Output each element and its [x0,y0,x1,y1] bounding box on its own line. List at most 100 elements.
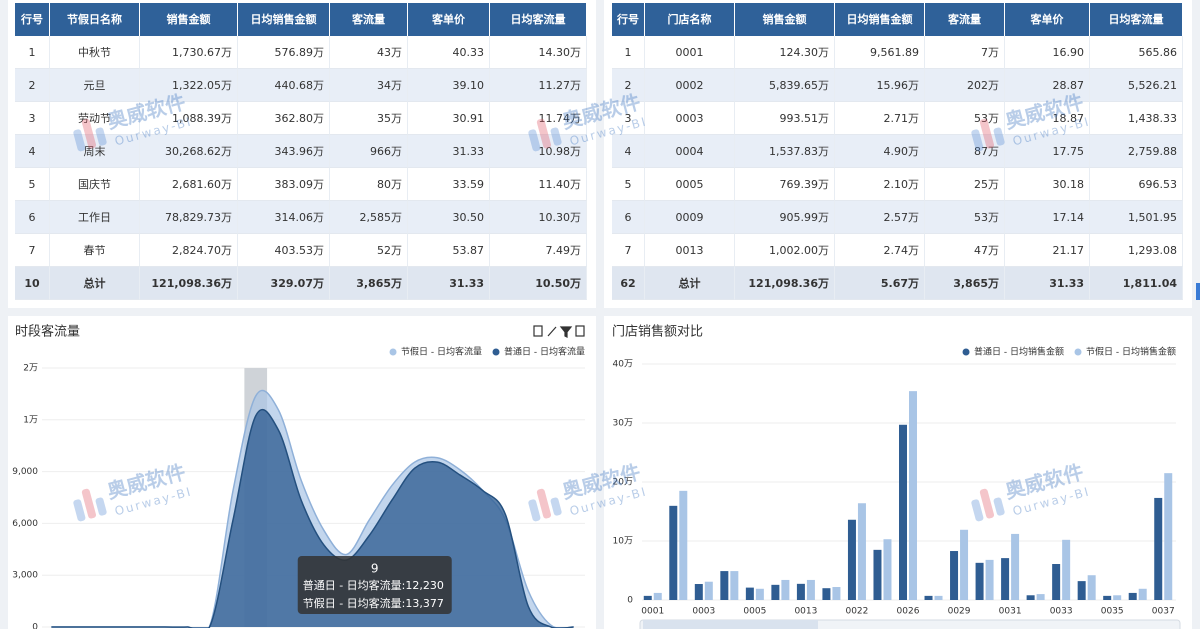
table-cell: 17.75 [1005,135,1090,168]
table-cell: 0001 [645,36,735,69]
table-cell: 769.39万 [735,168,835,201]
table-cell: 2.57万 [835,201,925,234]
table-cell: 18.87 [1005,102,1090,135]
table-cell: 0009 [645,201,735,234]
table-cell: 4 [612,135,645,168]
table-cell: 33.59 [408,168,490,201]
column-header: 客单价 [408,3,490,36]
table-cell: 40.33 [408,36,490,69]
total-cell: 10.50万 [490,267,587,300]
table-cell: 7 [612,234,645,267]
table-cell: 1,088.39万 [140,102,238,135]
table-cell: 16.90 [1005,36,1090,69]
table-cell: 53万 [925,201,1005,234]
table-cell: 中秋节 [50,36,140,69]
table-cell: 0005 [645,168,735,201]
table-cell: 43万 [330,36,408,69]
column-header: 客单价 [1005,3,1090,36]
table-cell: 2,585万 [330,201,408,234]
total-cell: 31.33 [1005,267,1090,300]
table-cell: 202万 [925,69,1005,102]
table-cell: 28.87 [1005,69,1090,102]
table-cell: 3 [15,102,50,135]
column-header: 销售金额 [735,3,835,36]
table-cell: 1 [15,36,50,69]
table-cell: 1 [612,36,645,69]
table-cell: 52万 [330,234,408,267]
table-cell: 9,561.89 [835,36,925,69]
table-cell: 39.10 [408,69,490,102]
table-cell: 35万 [330,102,408,135]
table-cell: 劳动节 [50,102,140,135]
table-cell: 2,681.60万 [140,168,238,201]
total-cell: 3,865万 [330,267,408,300]
total-cell: 总计 [645,267,735,300]
table-cell: 25万 [925,168,1005,201]
column-header: 行号 [612,3,645,36]
table-cell: 5 [15,168,50,201]
table-cell: 5,526.21 [1090,69,1183,102]
table-cell: 15.96万 [835,69,925,102]
table-cell: 31.33 [408,135,490,168]
table-cell: 30.91 [408,102,490,135]
table-cell: 2,759.88 [1090,135,1183,168]
table-cell: 6 [612,201,645,234]
table-cell: 78,829.73万 [140,201,238,234]
area-chart-panel [8,316,596,629]
table-cell: 6 [15,201,50,234]
table-cell: 696.53 [1090,168,1183,201]
column-header: 门店名称 [645,3,735,36]
total-cell: 总计 [50,267,140,300]
total-cell: 1,811.04 [1090,267,1183,300]
table-cell: 993.51万 [735,102,835,135]
column-header: 行号 [15,3,50,36]
table-cell: 4.90万 [835,135,925,168]
table-cell: 30,268.62万 [140,135,238,168]
table-cell: 7万 [925,36,1005,69]
table-cell: 17.14 [1005,201,1090,234]
total-cell: 5.67万 [835,267,925,300]
table-cell: 905.99万 [735,201,835,234]
table-cell: 47万 [925,234,1005,267]
table-cell: 87万 [925,135,1005,168]
table-cell: 周末 [50,135,140,168]
total-cell: 3,865万 [925,267,1005,300]
table-cell: 5,839.65万 [735,69,835,102]
table-cell: 7 [15,234,50,267]
table-cell: 30.18 [1005,168,1090,201]
table-cell: 1,438.33 [1090,102,1183,135]
table-cell: 1,002.00万 [735,234,835,267]
total-cell: 329.07万 [238,267,330,300]
table-cell: 2,824.70万 [140,234,238,267]
table-cell: 14.30万 [490,36,587,69]
table-cell: 53万 [925,102,1005,135]
bar-chart-panel [604,316,1192,629]
table-cell: 0002 [645,69,735,102]
total-cell: 10 [15,267,50,300]
table-cell: 5 [612,168,645,201]
table-cell: 2 [15,69,50,102]
table-cell: 0004 [645,135,735,168]
table-cell: 3 [612,102,645,135]
table-cell: 314.06万 [238,201,330,234]
table-cell: 1,293.08 [1090,234,1183,267]
table-cell: 0013 [645,234,735,267]
table-cell: 11.40万 [490,168,587,201]
table-cell: 403.53万 [238,234,330,267]
table-cell: 576.89万 [238,36,330,69]
table-cell: 7.49万 [490,234,587,267]
column-header: 销售金额 [140,3,238,36]
table-cell: 966万 [330,135,408,168]
side-tab[interactable] [1196,283,1200,300]
column-header: 日均销售金额 [238,3,330,36]
table-cell: 2.10万 [835,168,925,201]
table-cell: 53.87 [408,234,490,267]
table-cell: 2.74万 [835,234,925,267]
table-cell: 11.27万 [490,69,587,102]
column-header: 日均客流量 [1090,3,1183,36]
total-cell: 62 [612,267,645,300]
column-header: 节假日名称 [50,3,140,36]
table-cell: 元旦 [50,69,140,102]
total-cell: 121,098.36万 [140,267,238,300]
